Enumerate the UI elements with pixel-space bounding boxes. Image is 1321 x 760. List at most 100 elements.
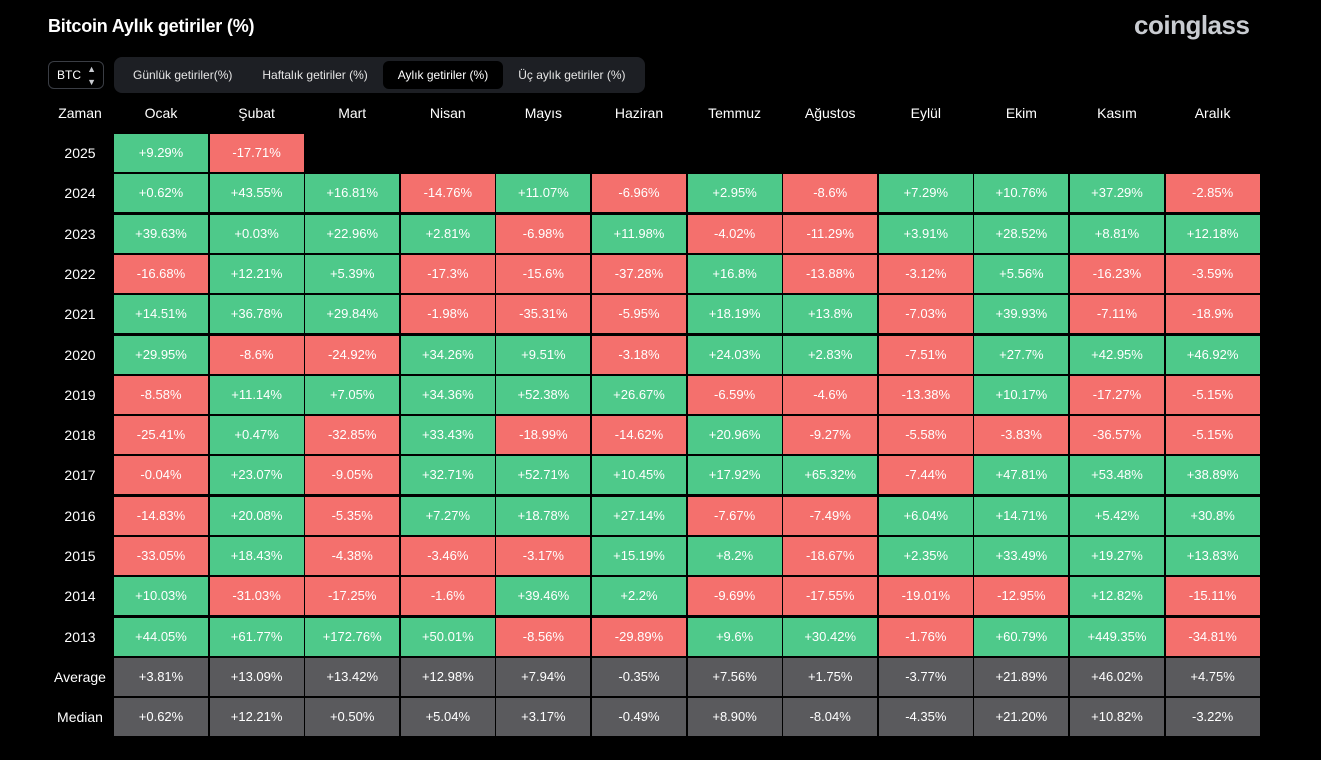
- return-cell: -14.62%: [592, 416, 686, 455]
- column-header: Mart: [338, 105, 367, 121]
- return-cell: -0.04%: [114, 456, 208, 495]
- return-cell: +30.42%: [783, 617, 878, 656]
- stat-cell: +5.04%: [400, 698, 495, 737]
- stat-cell: +10.82%: [1070, 698, 1164, 737]
- return-cell: +38.89%: [1165, 456, 1260, 495]
- stat-row-label: Average: [54, 668, 106, 685]
- return-cell: +13.83%: [1165, 537, 1260, 575]
- year-label: 2022: [64, 265, 96, 282]
- return-cell: +22.96%: [305, 214, 400, 253]
- return-cell: -16.23%: [1070, 254, 1164, 293]
- tab-monthly[interactable]: Aylık getiriler (%): [382, 61, 504, 89]
- return-cell: +2.83%: [783, 335, 878, 374]
- return-cell: +23.07%: [209, 456, 304, 495]
- return-cell: -6.98%: [496, 214, 591, 253]
- return-cell: -15.6%: [496, 254, 591, 293]
- return-cell: +18.19%: [687, 295, 782, 334]
- return-cell: +18.43%: [209, 537, 304, 575]
- year-label: 2019: [64, 386, 96, 403]
- return-cell: -17.25%: [305, 577, 400, 616]
- return-cell: +2.35%: [878, 537, 973, 575]
- column-header: Mayıs: [524, 105, 563, 121]
- year-label: 2014: [64, 588, 96, 605]
- return-cell: +9.51%: [496, 335, 591, 374]
- return-cell: +44.05%: [114, 617, 208, 656]
- stat-row-label: Median: [57, 709, 103, 726]
- return-cell: -1.98%: [400, 295, 495, 334]
- return-cell: +65.32%: [783, 456, 878, 495]
- return-cell: +2.81%: [400, 214, 495, 253]
- stat-cell: -0.49%: [592, 698, 686, 737]
- return-cell: -18.99%: [496, 416, 591, 455]
- return-cell: +8.2%: [687, 537, 782, 575]
- return-cell: +50.01%: [400, 617, 495, 656]
- column-header: Kasım: [1097, 105, 1137, 121]
- return-cell: +10.76%: [974, 174, 1069, 213]
- return-cell: +5.56%: [974, 254, 1069, 293]
- return-cell: +36.78%: [209, 295, 304, 334]
- return-cell: +27.7%: [974, 335, 1069, 374]
- return-cell: -3.18%: [592, 335, 686, 374]
- return-cell: +52.38%: [496, 375, 591, 414]
- return-cell: +33.49%: [974, 537, 1069, 575]
- table-corner-label: Zaman: [58, 105, 102, 121]
- return-cell: +0.62%: [114, 174, 208, 213]
- stat-cell: +7.56%: [687, 657, 782, 696]
- return-cell: -5.15%: [1165, 375, 1260, 414]
- return-cell: -2.85%: [1165, 174, 1260, 213]
- tab-daily[interactable]: Günlük getiriler(%): [133, 68, 233, 82]
- return-cell: -18.67%: [783, 537, 878, 575]
- return-cell: +61.77%: [209, 617, 304, 656]
- return-cell: -31.03%: [209, 577, 304, 616]
- return-cell: -16.68%: [114, 254, 208, 293]
- return-cell: +27.14%: [592, 496, 686, 535]
- column-header: Temmuz: [708, 105, 762, 121]
- return-cell: +9.29%: [114, 134, 208, 172]
- return-cell: -8.56%: [496, 617, 591, 656]
- return-cell: +16.81%: [305, 174, 400, 213]
- return-cell: -7.49%: [783, 496, 878, 535]
- return-cell: -17.55%: [783, 577, 878, 616]
- tab-quarterly[interactable]: Üç aylık getiriler (%): [518, 68, 626, 82]
- return-cell: -4.6%: [783, 375, 878, 414]
- stat-cell: -0.35%: [592, 657, 686, 696]
- stat-cell: +13.09%: [209, 657, 304, 696]
- return-cell: +9.6%: [687, 617, 782, 656]
- return-cell: +18.78%: [496, 496, 591, 535]
- return-cell: +12.21%: [209, 254, 304, 293]
- return-cell: -8.58%: [114, 375, 208, 414]
- tab-weekly[interactable]: Haftalık getiriler (%): [262, 68, 368, 82]
- return-cell: +46.92%: [1165, 335, 1260, 374]
- return-cell: -15.11%: [1165, 577, 1260, 616]
- return-cell: -3.46%: [400, 537, 495, 575]
- return-cell: -14.83%: [114, 496, 208, 535]
- return-cell: +11.98%: [592, 214, 686, 253]
- return-cell: -3.17%: [496, 537, 591, 575]
- return-cell: +29.95%: [114, 335, 208, 374]
- return-cell: -29.89%: [592, 617, 686, 656]
- return-cell: +20.08%: [209, 496, 304, 535]
- return-cell: +12.18%: [1165, 214, 1260, 253]
- up-down-chevron-icon: ▲ ▼: [87, 64, 96, 87]
- return-cell: +5.42%: [1070, 496, 1164, 535]
- return-cell: +449.35%: [1070, 617, 1164, 656]
- column-header: Haziran: [614, 105, 664, 121]
- stat-cell: +46.02%: [1070, 657, 1164, 696]
- coin-select[interactable]: BTC ▲ ▼: [48, 61, 104, 89]
- year-label: 2017: [64, 467, 96, 484]
- return-cell: -24.92%: [305, 335, 400, 374]
- return-cell: +39.63%: [114, 214, 208, 253]
- column-header: Şubat: [238, 105, 275, 121]
- column-header: Aralık: [1194, 105, 1231, 121]
- stat-cell: +0.50%: [305, 698, 400, 737]
- return-cell: +39.46%: [496, 577, 591, 616]
- return-cell: +3.91%: [878, 214, 973, 253]
- column-header: Eylül: [910, 105, 941, 121]
- return-cell: -8.6%: [783, 174, 878, 213]
- return-cell: -34.81%: [1165, 617, 1260, 656]
- return-cell: +34.36%: [400, 375, 495, 414]
- return-cell: +37.29%: [1070, 174, 1164, 213]
- return-cell: +19.27%: [1070, 537, 1164, 575]
- return-cell: +5.39%: [305, 254, 400, 293]
- year-label: 2018: [64, 427, 96, 444]
